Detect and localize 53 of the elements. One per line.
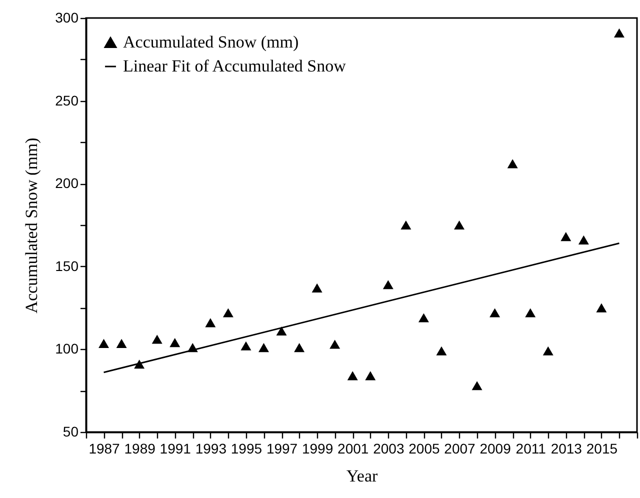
x-tick-label: 1997 xyxy=(266,440,298,456)
x-tick-label: 2003 xyxy=(373,440,404,456)
point xyxy=(436,346,447,356)
y-tick-label: 250 xyxy=(55,92,79,108)
point xyxy=(400,220,412,230)
x-tick-label: 2013 xyxy=(550,440,582,456)
point xyxy=(454,220,464,230)
point xyxy=(365,371,376,380)
y-tick-label: 150 xyxy=(55,258,79,274)
point xyxy=(258,343,269,352)
x-tick-label: 1989 xyxy=(124,440,156,456)
point xyxy=(205,318,216,328)
x-tick-label: 2005 xyxy=(408,440,440,456)
y-axis-title: Accumulated Snow (mm) xyxy=(22,138,42,314)
point xyxy=(98,338,110,348)
y-tick-label: 300 xyxy=(55,10,79,26)
x-axis-title: Year xyxy=(346,466,378,486)
y-tick-label: 200 xyxy=(55,175,79,192)
point xyxy=(116,338,127,348)
point xyxy=(152,334,162,344)
point xyxy=(170,338,180,348)
point xyxy=(276,326,287,336)
x-tick-label: 1987 xyxy=(88,440,120,456)
x-tick-label: 1995 xyxy=(230,440,262,456)
y-tick-label: 50 xyxy=(62,424,79,440)
x-tick-label: 2015 xyxy=(586,440,618,456)
point xyxy=(578,235,589,244)
point xyxy=(240,341,252,350)
point xyxy=(382,280,394,290)
x-tick-label: 2001 xyxy=(338,440,369,456)
point xyxy=(294,343,305,352)
x-tick-label: 1999 xyxy=(302,440,334,456)
point xyxy=(472,381,482,390)
point xyxy=(330,340,340,349)
point xyxy=(312,283,322,292)
x-tick-label: 2007 xyxy=(444,440,476,456)
point xyxy=(507,159,518,168)
x-tick-label: 1991 xyxy=(160,440,192,456)
y-tick-label: 100 xyxy=(55,340,79,357)
point xyxy=(222,308,234,318)
x-tick-label: 1993 xyxy=(195,440,227,456)
point xyxy=(347,371,358,380)
legend-label: Accumulated Snow (mm) xyxy=(123,32,299,52)
point xyxy=(490,308,500,318)
point xyxy=(614,28,624,38)
point xyxy=(596,303,607,312)
point xyxy=(560,232,572,242)
point xyxy=(542,346,554,356)
x-tick-label: 2011 xyxy=(516,440,546,456)
legend-label: Linear Fit of Accumulated Snow xyxy=(123,56,347,76)
point xyxy=(525,308,536,318)
x-tick-label: 2009 xyxy=(480,440,512,456)
point xyxy=(418,313,429,322)
